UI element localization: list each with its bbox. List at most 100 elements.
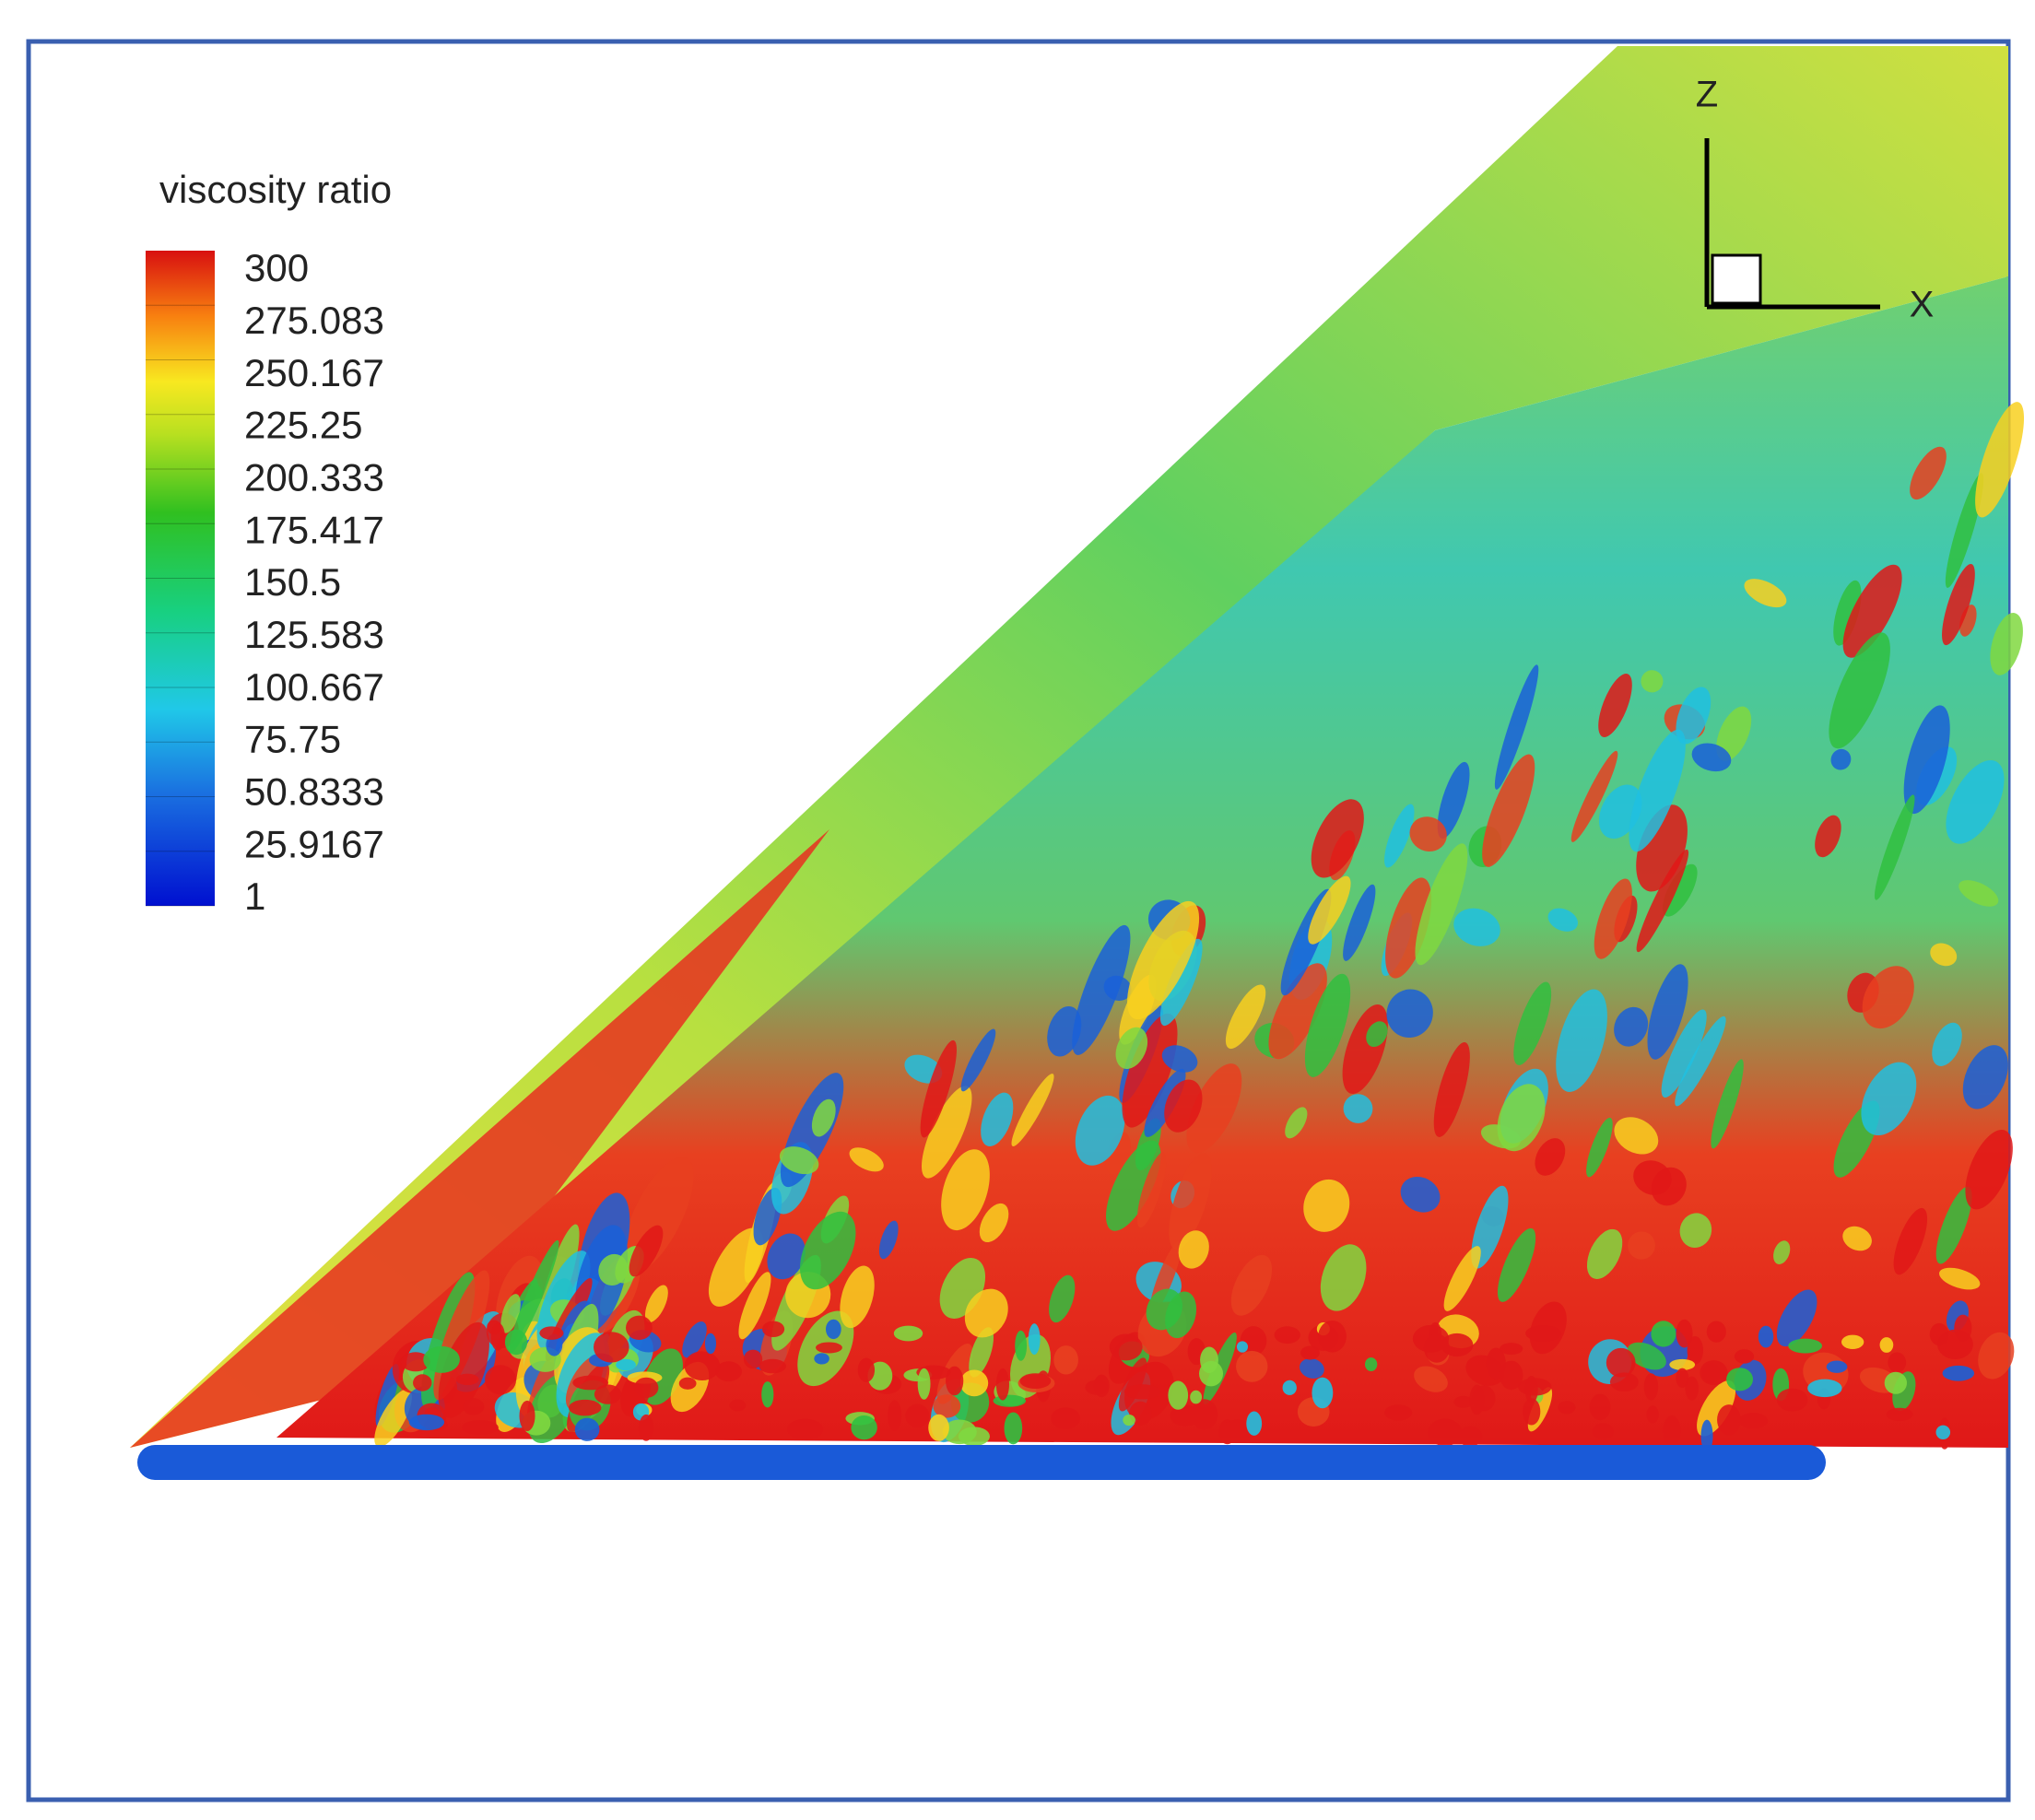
near-wall-blob [462,1420,499,1436]
vortex-blob [1594,878,1632,959]
near-wall-blob [1453,1395,1474,1408]
colorbar-label: 125.583 [244,613,384,656]
near-wall-blob [1776,1388,1808,1412]
near-wall-blob [762,1321,785,1338]
vortex-blob [1893,1207,1928,1275]
colorbar-labels: 300275.083250.167225.25200.333175.417150… [146,246,384,918]
turbulent-core [276,276,2008,1448]
near-wall-blob [1364,1357,1378,1372]
near-wall-blob [678,1377,697,1390]
vortex-blob [374,1389,412,1448]
vortex-blob [509,1239,559,1354]
near-wall-blob [626,1315,653,1341]
near-wall-blob [1702,1363,1721,1383]
vortex-blob [920,1039,957,1138]
near-wall-blob [1687,1335,1704,1365]
colorbar-label: 250.167 [244,351,384,394]
near-wall-blob [814,1353,829,1365]
near-wall-blob [594,1332,629,1363]
vortex-blob [1433,1041,1470,1137]
vortex-blob [969,1327,994,1378]
near-wall-blob [1051,1407,1080,1429]
colorbar-label: 75.75 [244,718,341,761]
near-wall-blob [1457,1426,1483,1447]
vortex-blob [1990,613,2023,675]
vortex-blob [1636,849,1689,953]
vortex-blob [964,1288,1008,1338]
near-wall-blob [816,1342,842,1354]
near-wall-blob [1028,1323,1041,1356]
vortex-blob [849,1147,884,1172]
near-wall-blob [616,1358,636,1371]
near-wall-blob [1826,1360,1848,1373]
vortex-blob [1556,989,1607,1092]
near-wall-blob [490,1322,505,1351]
vortex-blob [1629,729,1686,852]
vortex-blob [1011,1074,1054,1146]
colorbar-label: 1 [244,875,265,918]
vortex-blob [1586,1228,1623,1279]
near-wall-blob [539,1326,564,1340]
near-wall-blob [1663,1415,1681,1447]
near-wall-blob [1592,1423,1614,1440]
near-wall-blob [455,1373,479,1386]
vortex-blob [1482,754,1535,867]
near-wall-blob [1423,1333,1450,1363]
near-wall-blob [1004,1412,1023,1445]
near-wall-blob [485,1365,517,1395]
vortex-blob [1975,402,2025,518]
near-wall-blob [1282,1380,1297,1395]
vortex-blob [1842,564,1902,658]
near-wall-blob [1236,1341,1249,1353]
near-wall-blob [893,1325,923,1342]
near-wall-blob [1954,1314,1972,1342]
vortex-blob [1161,1045,1198,1073]
near-wall-blob [787,1418,824,1440]
near-wall-blob [1888,1352,1907,1373]
vortex-blob [1598,673,1632,737]
vortex-blob [840,1265,875,1329]
vortex-blob [1874,794,1915,900]
near-wall-blob [1884,1371,1908,1394]
vortex-blob [1586,1117,1613,1178]
near-wall-blob [1200,1346,1218,1374]
vortex-blob [1946,759,2005,844]
near-wall-blob [633,1377,659,1399]
vortex-blob [1830,748,1852,770]
near-wall-blob [1717,1404,1741,1436]
colorbar-label: 100.667 [244,665,384,709]
vortex-blob [1815,815,1841,858]
near-wall-blob [594,1384,622,1404]
near-wall-blob [1500,1343,1523,1356]
vortex-blob [1300,1358,1324,1379]
near-wall-blob [1841,1334,1864,1349]
vortex-blob [1126,900,1200,1020]
near-wall-blob [1589,1393,1611,1421]
vortex-blob [738,1272,771,1340]
vortex-blob [1965,1129,2013,1210]
vortex-blob [1932,1022,1962,1066]
vortex-blob [1386,989,1433,1039]
near-wall-blob [1019,1373,1052,1390]
near-wall-blob [423,1345,460,1373]
vortex-blob [1400,1176,1441,1213]
near-wall-blob [1609,1372,1639,1391]
vortex-blob [1409,816,1447,852]
vortex-blob [1935,1186,1972,1264]
vortex-blob [1122,1013,1178,1128]
near-wall-blob [1738,1413,1769,1429]
near-wall-blob [1676,1319,1693,1348]
near-wall-blob [1053,1345,1078,1375]
vortex-blob [1308,875,1351,945]
vortex-blob [1497,1227,1536,1302]
near-wall-blob [1685,1376,1699,1401]
near-wall-blob [1274,1326,1300,1344]
near-wall-blob [1726,1368,1754,1391]
near-wall-blob [1651,1321,1676,1347]
near-wall-blob [905,1403,930,1428]
vortex-blob [1930,943,1958,967]
colorbar-label: 175.417 [244,508,384,551]
near-wall-blob [704,1333,717,1355]
near-wall-blob [946,1366,964,1396]
vortex-blob [1075,1095,1125,1166]
